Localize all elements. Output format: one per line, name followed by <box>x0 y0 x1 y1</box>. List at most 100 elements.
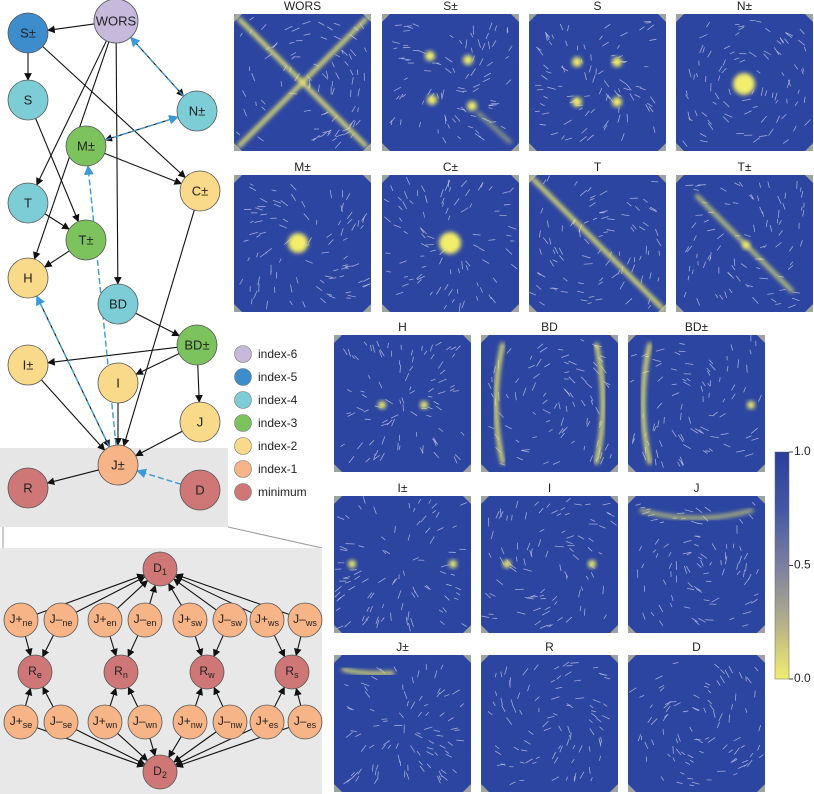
director-streak <box>513 746 520 751</box>
director-streak <box>534 620 542 626</box>
director-streak <box>282 218 289 223</box>
defect-point <box>420 401 428 409</box>
director-streak <box>536 358 542 367</box>
director-streak <box>279 258 282 263</box>
director-streak <box>682 444 691 450</box>
director-streak <box>356 407 364 411</box>
director-streak <box>444 183 449 191</box>
director-streak <box>331 61 335 68</box>
node <box>97 362 139 404</box>
director-streak <box>647 298 651 305</box>
director-streak <box>724 291 728 298</box>
director-streak <box>450 384 455 388</box>
director-streak <box>452 67 456 73</box>
director-streak <box>632 433 635 443</box>
director-streak <box>588 537 594 542</box>
corner-defect <box>658 14 666 22</box>
director-streak <box>743 552 749 560</box>
director-streak <box>539 103 545 107</box>
director-streak <box>374 449 379 456</box>
subscript: se <box>23 720 33 730</box>
director-streak <box>243 109 247 117</box>
director-streak <box>672 757 676 762</box>
director-streak <box>685 184 694 187</box>
director-streak <box>346 776 354 783</box>
director-streak <box>707 255 711 260</box>
director-streak <box>677 434 684 443</box>
corner-defect <box>382 304 390 312</box>
director-streak <box>599 420 601 425</box>
label: J+ <box>255 612 268 626</box>
director-streak <box>505 248 513 255</box>
director-streak <box>593 666 599 669</box>
director-streak <box>354 575 361 580</box>
subscript: wn <box>105 720 118 730</box>
director-streak <box>547 624 552 627</box>
detail-node <box>87 704 123 740</box>
edge <box>44 250 70 268</box>
director-streak <box>437 527 444 531</box>
director-streak <box>721 568 725 576</box>
director-streak <box>365 457 371 463</box>
director-streak <box>680 433 685 441</box>
detail-node-label: D2 <box>153 764 167 780</box>
director-streak <box>348 53 352 60</box>
director-streak <box>643 198 648 203</box>
edge <box>273 635 286 658</box>
director-streak <box>261 106 266 111</box>
director-streak <box>343 348 348 356</box>
director-streak <box>619 281 625 290</box>
director-streak <box>505 55 510 60</box>
director-streak <box>659 440 663 448</box>
director-streak <box>439 712 445 717</box>
director-streak <box>700 426 709 432</box>
director-streak <box>630 226 635 232</box>
director-streak <box>362 619 369 626</box>
director-streak <box>488 552 492 558</box>
director-streak <box>434 752 438 756</box>
director-streak <box>607 218 615 220</box>
director-streak <box>671 594 674 601</box>
director-streak <box>639 255 642 261</box>
director-streak <box>481 615 490 618</box>
director-streak <box>691 222 697 229</box>
director-streak <box>682 140 688 147</box>
director-streak <box>774 92 778 101</box>
director-streak <box>597 249 602 254</box>
corner-defect <box>610 335 618 343</box>
director-streak <box>393 86 402 92</box>
director-streak <box>364 686 368 692</box>
director-streak <box>348 456 355 464</box>
director-streak <box>756 195 760 202</box>
director-streak <box>343 237 348 241</box>
director-streak <box>417 279 422 284</box>
director-streak <box>403 230 408 234</box>
director-streak <box>452 525 457 528</box>
director-streak <box>339 275 345 278</box>
detail-node <box>43 602 79 638</box>
director-streak <box>649 704 653 709</box>
director-streak <box>318 21 325 26</box>
director-streak <box>749 349 752 355</box>
director-streak <box>760 115 767 123</box>
director-streak <box>724 203 731 205</box>
director-streak <box>273 203 281 208</box>
director-streak <box>418 760 423 766</box>
director-streak <box>645 104 650 112</box>
detail-node <box>189 654 225 690</box>
director-streak <box>707 370 711 376</box>
director-streak <box>609 454 612 459</box>
director-streak <box>562 661 570 667</box>
director-streak <box>542 392 547 397</box>
director-streak <box>719 675 725 684</box>
director-streak <box>243 239 249 242</box>
director-streak <box>440 564 450 568</box>
director-streak <box>723 101 730 108</box>
director-streak <box>452 769 457 774</box>
director-streak <box>447 741 454 747</box>
director-streak <box>435 405 442 411</box>
director-streak <box>565 40 568 47</box>
director-streak <box>551 751 556 760</box>
director-streak <box>727 272 735 279</box>
director-streak <box>566 535 575 539</box>
